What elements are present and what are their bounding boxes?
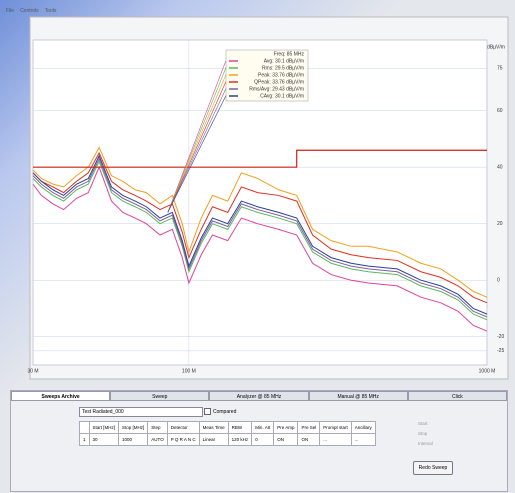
table-cell: ON	[297, 433, 321, 446]
table-cell: 30	[88, 433, 120, 446]
legend-box	[225, 49, 309, 102]
menu-item[interactable]: Controls	[20, 8, 39, 14]
header-cell: Ancillary	[350, 421, 376, 434]
legend-label: CAvg: 30.1 dBµV/m	[260, 93, 304, 99]
menu-bar: File Controls Tools	[6, 8, 62, 14]
y-tick-label: -20	[497, 334, 504, 340]
trace	[32, 146, 488, 298]
trace	[32, 151, 488, 304]
trace	[32, 165, 488, 332]
leader-line	[167, 74, 227, 213]
table-cell: ...	[319, 433, 352, 446]
table-cell: 120 kHz	[227, 433, 253, 446]
table-cell: ON	[273, 433, 299, 446]
menu-item[interactable]: Tools	[44, 8, 57, 14]
y-tick-label: 75	[497, 66, 503, 72]
table-header: Start [MHz] Stop [MHz] Step Detector Meas Ti…	[79, 421, 376, 434]
trace	[32, 154, 488, 315]
cursor-label: Freq: 85 MHz	[274, 51, 305, 57]
table-cell: Linear	[198, 433, 229, 446]
tab[interactable]: Manual @ 85 MHz	[308, 391, 408, 401]
table-cell: P Q R A N C	[166, 433, 200, 446]
y-tick-label: 20	[497, 221, 503, 227]
header-cell: Pre Sel	[297, 421, 321, 434]
leader-line	[167, 67, 227, 213]
tab[interactable]: Sweeps Archive	[11, 391, 111, 401]
side-label: Start	[418, 421, 428, 426]
checkbox[interactable]: Compared	[204, 408, 236, 415]
redo-button[interactable]: Redo Sweep	[413, 461, 453, 475]
leader-line	[167, 88, 227, 213]
limit-line	[33, 149, 487, 168]
checkbox-label: Compared	[213, 408, 237, 415]
side-fields: Start Stop Interval	[418, 419, 433, 449]
dropdown[interactable]: Test Radiated_000	[79, 407, 203, 417]
chart: dBµV/m 75 60 40 20 0 -20 -25 30 M 100 M 1000 M Fre…	[27, 16, 509, 380]
menu-item[interactable]: File	[6, 8, 15, 14]
y-axis-label: dBµV/m	[487, 44, 505, 50]
table-cell: ...	[350, 433, 376, 446]
leader-line	[167, 95, 227, 213]
sweep-table: Start [MHz] Stop [MHz] Step Detector Meas Ti…	[79, 421, 376, 446]
y-tick-label: 60	[497, 108, 503, 114]
legend-label: Rms/Avg: 29.43 dBµV/m	[249, 86, 304, 92]
y-tick-label: -25	[497, 348, 504, 354]
trace	[32, 157, 488, 318]
leader-line	[167, 81, 227, 213]
table-cell: AUTO	[147, 433, 168, 446]
checkbox-box[interactable]	[204, 408, 211, 415]
x-tick-label: 100 M	[182, 368, 196, 374]
header-cell: Min. Att	[251, 421, 275, 434]
table-cell: 1000	[118, 433, 149, 446]
header-cell: Start [MHz]	[88, 421, 120, 434]
trace	[32, 160, 488, 321]
y-tick-label: 0	[497, 278, 500, 284]
table-row: 1 30 1000 AUTO P Q R A N C Linear 120 kHz 0 ON ON…	[79, 433, 376, 446]
legend-label: QPeak: 33.76 dBµV/m	[254, 79, 304, 85]
tab[interactable]: Analyzer @ 85 MHz	[209, 391, 309, 401]
legend-label: Peak: 33.76 dBµV/m	[258, 72, 304, 78]
header-cell: RBW	[227, 421, 253, 434]
header-cell: Detector	[166, 421, 200, 434]
header-cell: Pre Amp	[273, 421, 299, 434]
tab[interactable]: Sweep	[110, 391, 210, 401]
legend-label: Rms: 29.5 dBµV/m	[262, 65, 304, 71]
header-cell: Stop [MHz]	[118, 421, 149, 434]
table-cell: 1	[79, 433, 90, 446]
x-tick-label: 30 M	[27, 368, 38, 374]
leader-line	[167, 60, 227, 213]
legend-label: Avg: 30.1 dBµV/m	[264, 58, 304, 64]
table-cell: 0	[251, 433, 275, 446]
header-cell: Prompt start	[319, 421, 352, 434]
y-tick-label: 40	[497, 165, 503, 171]
side-label: Interval	[418, 441, 433, 446]
x-tick-label: 1000 M	[479, 368, 496, 374]
header-cell: Meas Time	[198, 421, 229, 434]
tab[interactable]: Click	[407, 391, 507, 401]
header-cell: Step	[147, 421, 168, 434]
bottom-panel: Test Radiated_000 Compared Start [MHz] St…	[10, 390, 508, 492]
header-cell	[79, 421, 90, 434]
side-label: Stop	[418, 431, 428, 436]
